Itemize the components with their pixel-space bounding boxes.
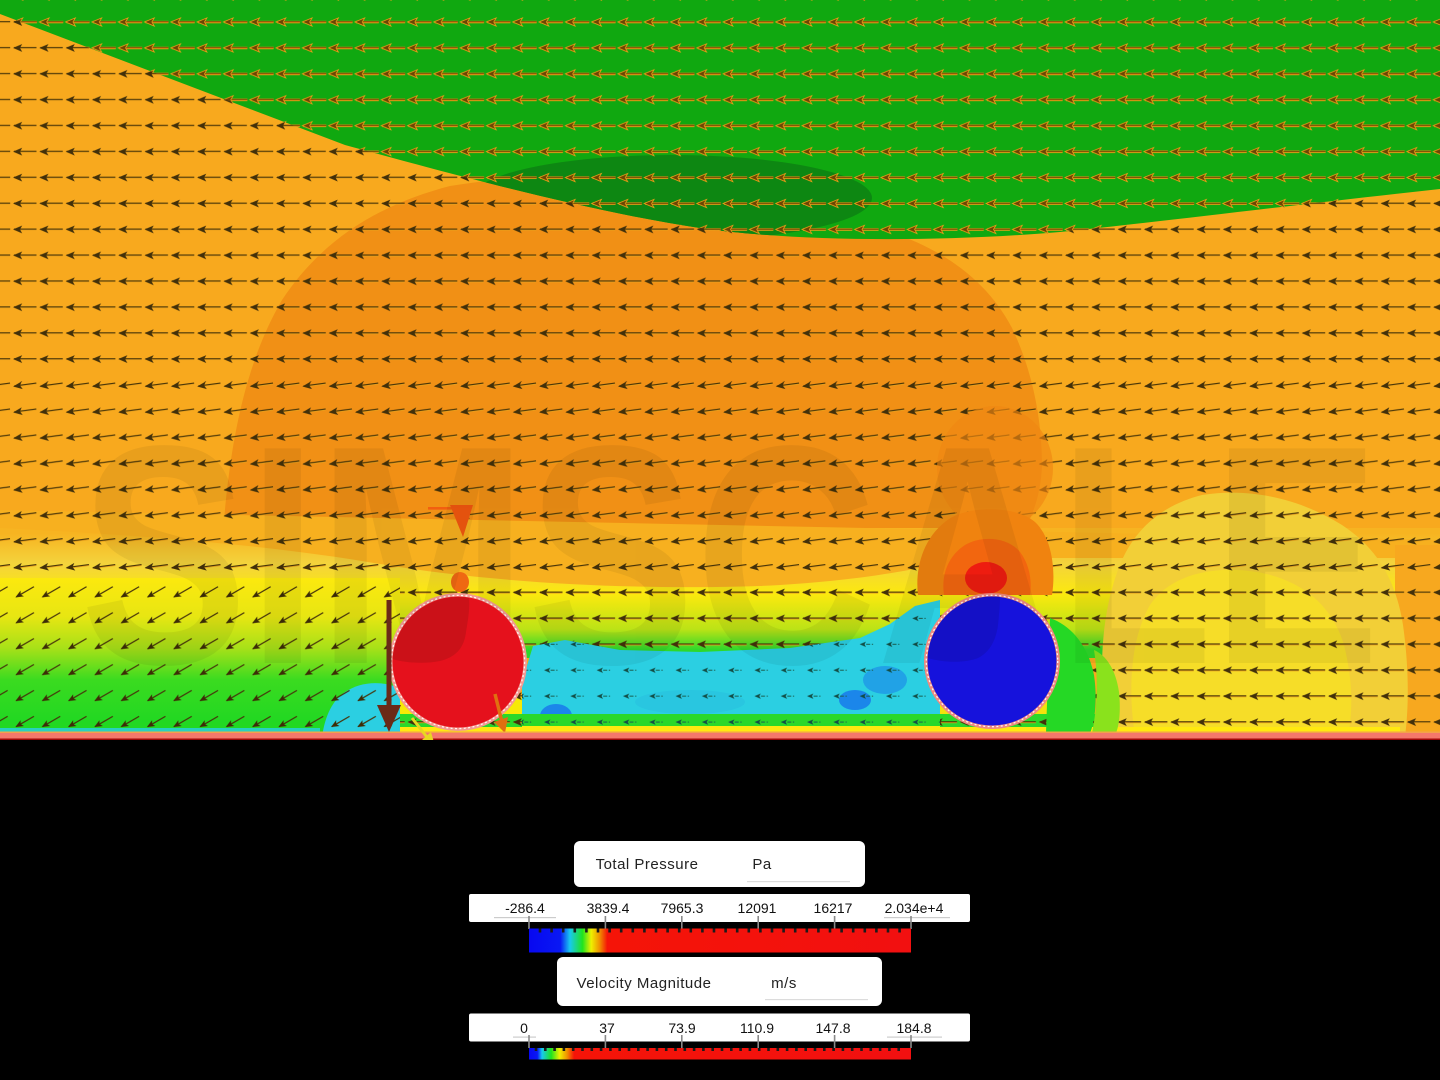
svg-text:184.8: 184.8 [896,1020,931,1036]
svg-text:7965.3: 7965.3 [661,900,704,916]
svg-text:37: 37 [599,1020,615,1036]
svg-text:SIMSCALE: SIMSCALE [80,382,1380,730]
svg-text:16217: 16217 [814,900,853,916]
svg-text:12091: 12091 [738,900,777,916]
svg-text:73.9: 73.9 [668,1020,695,1036]
svg-text:m/s: m/s [771,975,797,992]
svg-text:0: 0 [520,1020,528,1036]
svg-text:147.8: 147.8 [815,1020,850,1036]
svg-text:3839.4: 3839.4 [587,900,630,916]
svg-text:-286.4: -286.4 [505,900,545,916]
svg-text:Total Pressure: Total Pressure [596,856,699,873]
svg-text:Velocity Magnitude: Velocity Magnitude [577,975,712,992]
svg-text:Pa: Pa [752,856,772,873]
svg-text:110.9: 110.9 [740,1020,774,1036]
svg-text:2.034e+4: 2.034e+4 [885,900,944,916]
